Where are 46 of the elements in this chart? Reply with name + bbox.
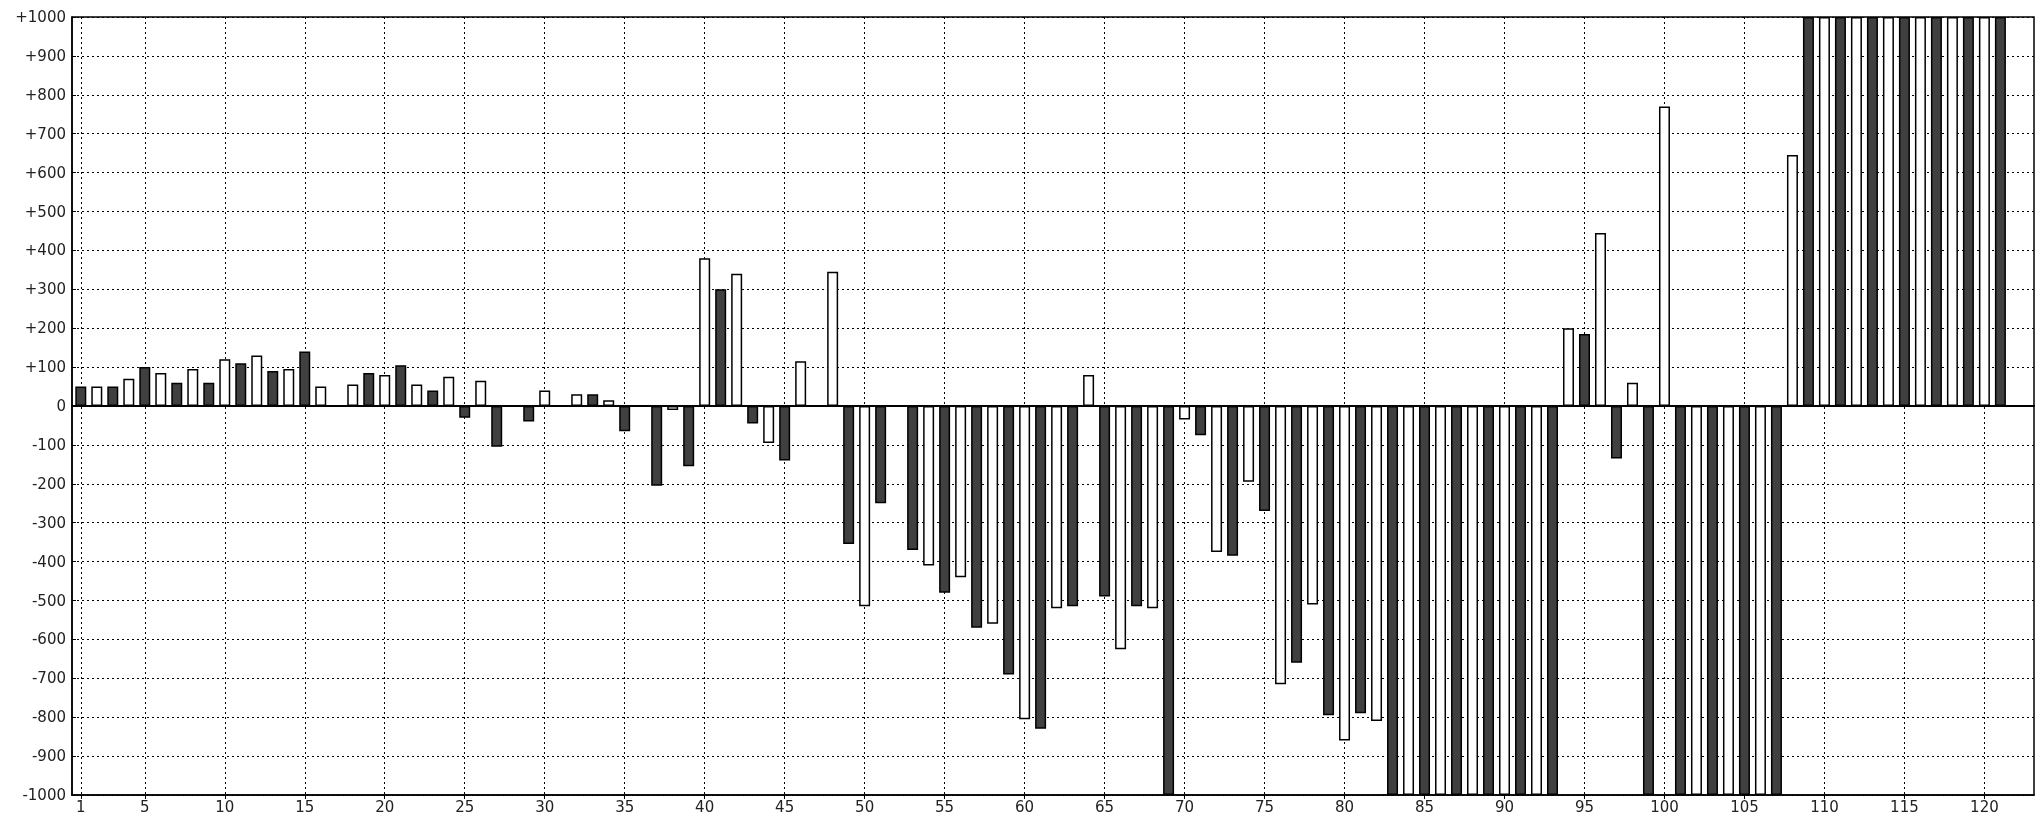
y-tick-label: +800 <box>24 85 66 104</box>
x-tick-label: 45 <box>775 797 795 816</box>
x-tick-label: 40 <box>695 797 715 816</box>
x-tick-label: 105 <box>1730 797 1759 816</box>
x-tick-label: 30 <box>535 797 555 816</box>
y-tick-label: -500 <box>31 591 66 610</box>
x-tick-label: 10 <box>215 797 235 816</box>
y-tick-label: -300 <box>31 513 66 532</box>
x-tick-label: 1 <box>76 797 86 816</box>
y-tick-label: +700 <box>24 124 66 143</box>
x-tick-label: 95 <box>1574 797 1595 816</box>
x-tick-label: 35 <box>615 797 635 816</box>
x-tick-label: 120 <box>1970 797 1999 816</box>
y-tick-label: +1000 <box>15 8 66 26</box>
y-tick-label: -600 <box>31 630 66 649</box>
y-tick-label: +900 <box>24 46 66 65</box>
x-tick-label: 110 <box>1810 797 1839 816</box>
x-tick-label: 55 <box>935 797 955 816</box>
y-tick-label: +200 <box>24 319 66 338</box>
y-tick-label: -400 <box>31 552 66 571</box>
y-tick-label: -700 <box>31 669 66 688</box>
x-tick-label: 65 <box>1095 797 1115 816</box>
y-tick-label: +600 <box>24 163 66 182</box>
y-tick-label: -200 <box>31 474 66 493</box>
x-tick-label: 25 <box>455 797 475 816</box>
x-tick-label: 80 <box>1334 797 1355 816</box>
y-tick-label: -800 <box>31 708 66 727</box>
x-tick-label: 60 <box>1015 797 1035 816</box>
y-tick-label: +500 <box>24 202 66 221</box>
y-tick-label: -1000 <box>22 786 66 804</box>
x-tick-label: 85 <box>1414 797 1435 816</box>
x-tick-label: 15 <box>295 797 315 816</box>
y-tick-label: -900 <box>31 747 66 766</box>
y-tick-label: -100 <box>31 435 66 454</box>
x-tick-label: 70 <box>1175 797 1195 816</box>
x-tick-label: 20 <box>375 797 395 816</box>
y-tick-label: +100 <box>24 358 66 377</box>
x-tick-label: 100 <box>1650 797 1679 816</box>
x-tick-label: 115 <box>1890 797 1919 816</box>
x-tick-label: 50 <box>855 797 875 816</box>
x-tick-label: 5 <box>140 797 150 816</box>
y-tick-label: +400 <box>24 241 66 260</box>
y-tick-label: +300 <box>24 280 66 299</box>
x-tick-label: 90 <box>1494 797 1515 816</box>
x-tick-label: 75 <box>1255 797 1275 816</box>
y-tick-label: 0 <box>56 397 66 415</box>
